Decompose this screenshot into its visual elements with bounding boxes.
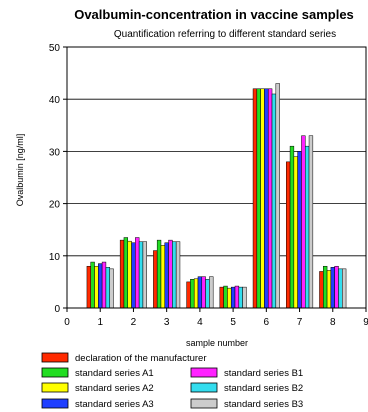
bar <box>256 88 261 309</box>
x-tick-label: 4 <box>197 317 203 328</box>
bar <box>197 276 203 309</box>
bar <box>164 242 169 309</box>
bar <box>101 261 107 309</box>
legend-swatch <box>190 398 218 409</box>
legend-label: standard series A1 <box>75 368 154 379</box>
legend-swatch <box>190 367 218 378</box>
bar <box>297 151 302 309</box>
legend-label: declaration of the manufacturer <box>75 353 207 364</box>
bar <box>264 88 269 309</box>
x-tick-label: 0 <box>64 317 70 328</box>
bar <box>330 267 335 309</box>
bar <box>127 240 132 309</box>
bar <box>105 267 110 309</box>
bar <box>334 265 339 309</box>
bar <box>94 265 99 309</box>
bar <box>90 261 95 309</box>
y-axis-label: Ovalbumin [ng/ml] <box>15 134 25 207</box>
bar <box>190 279 195 309</box>
bar <box>119 239 125 309</box>
bar <box>86 265 91 309</box>
bar <box>319 271 324 309</box>
x-tick-label: 6 <box>264 317 270 328</box>
bar <box>168 239 173 309</box>
bar <box>242 286 247 309</box>
bar <box>109 268 114 309</box>
bar <box>201 276 206 309</box>
chart-subtitle: Quantification referring to different st… <box>114 29 336 40</box>
legend-swatch <box>41 352 69 363</box>
bar <box>286 161 291 309</box>
y-tick-label: 40 <box>49 95 61 106</box>
y-tick-label: 30 <box>49 147 61 158</box>
legend: declaration of the manufacturer standard … <box>41 352 303 410</box>
bar <box>230 286 236 309</box>
bar <box>308 135 314 309</box>
legend-swatch <box>41 367 69 378</box>
legend-swatch <box>41 398 69 409</box>
bar <box>252 88 258 309</box>
x-tick-label: 5 <box>230 317 236 328</box>
bar <box>326 270 332 309</box>
legend-label: standard series A3 <box>75 399 154 410</box>
y-tick-label: 0 <box>54 304 60 315</box>
bar <box>338 268 343 309</box>
bar <box>142 241 147 309</box>
bar <box>234 285 240 309</box>
y-tick-label: 20 <box>49 200 61 211</box>
bar <box>209 276 214 309</box>
bar <box>289 145 295 309</box>
bar <box>131 242 136 309</box>
bar <box>293 156 298 309</box>
x-axis-label: sample number <box>186 338 248 348</box>
axis-ticks: 0 10 20 30 40 50 0 1 2 3 4 5 6 7 8 9 <box>49 43 368 328</box>
bar <box>175 241 181 309</box>
bars <box>86 83 347 309</box>
y-tick-label: 50 <box>49 43 61 54</box>
legend-swatch <box>41 382 69 393</box>
bar <box>172 241 177 309</box>
bar <box>205 279 210 309</box>
bar <box>342 268 347 309</box>
bar <box>153 250 158 309</box>
bar <box>160 245 166 309</box>
bar <box>223 285 228 309</box>
bar <box>219 286 224 309</box>
x-tick-label: 8 <box>330 317 336 328</box>
bar <box>193 278 199 309</box>
x-tick-label: 2 <box>131 317 137 328</box>
legend-label: standard series B2 <box>224 383 303 394</box>
bar <box>227 287 232 309</box>
gridlines <box>67 98 366 257</box>
bar <box>267 88 273 309</box>
bar <box>238 286 243 309</box>
bar <box>135 237 140 309</box>
bar <box>260 88 265 309</box>
chart-title: Ovalbumin-concentration in vaccine sampl… <box>74 7 354 22</box>
bar <box>156 239 162 309</box>
bar <box>271 93 277 309</box>
bar <box>275 83 280 309</box>
plot-area <box>66 46 367 309</box>
bar <box>305 145 310 309</box>
legend-label: standard series A2 <box>75 383 154 394</box>
bar <box>323 265 328 309</box>
x-tick-label: 3 <box>164 317 170 328</box>
x-tick-label: 9 <box>363 317 368 328</box>
y-tick-label: 10 <box>49 252 61 263</box>
bar <box>98 263 103 309</box>
bar <box>123 237 128 309</box>
legend-swatch <box>190 382 218 393</box>
x-tick-label: 1 <box>97 317 103 328</box>
bar <box>186 281 191 309</box>
legend-label: standard series B1 <box>224 368 303 379</box>
bar <box>138 241 144 309</box>
legend-label: standard series B3 <box>224 399 303 410</box>
bar <box>301 135 306 309</box>
x-tick-label: 7 <box>297 317 303 328</box>
